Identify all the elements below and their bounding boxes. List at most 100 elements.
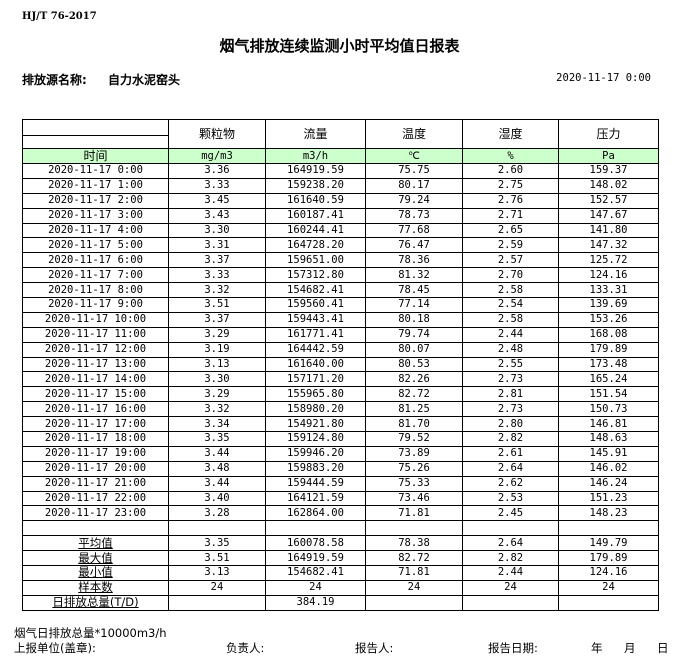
table-row: 2020-11-17 0:00 3.36 164919.59 75.75 2.60 159… (22, 163, 659, 179)
cell-temperature: 75.75 (365, 163, 463, 179)
cell-flow: 154682.41 (265, 282, 366, 299)
cell-flow: 384.19 (265, 594, 366, 611)
cell-time: 2020-11-17 11:00 (22, 326, 169, 343)
responsible-label: 负责人: (226, 641, 265, 655)
cell-pressure: 133.31 (558, 282, 659, 299)
unit-pressure: Pa (558, 148, 659, 164)
unit-temperature: ℃ (365, 148, 463, 164)
table-row: 2020-11-17 14:00 3.30 157171.20 82.26 2.73 16… (22, 371, 659, 388)
cell-flow: 160187.41 (265, 207, 366, 224)
cell-temperature: 78.45 (365, 282, 463, 299)
unit-humidity: % (462, 148, 559, 164)
cell-humidity: 2.44 (462, 326, 559, 343)
cell-pressure: 179.89 (558, 550, 659, 567)
cell-pressure: 150.73 (558, 401, 659, 418)
cell-time: 2020-11-17 15:00 (22, 386, 169, 403)
cell-pressure: 146.02 (558, 460, 659, 477)
header-corner (22, 119, 169, 149)
cell-particulate: 3.31 (168, 237, 266, 254)
cell-humidity: 2.48 (462, 341, 559, 358)
cell-temperature: 77.68 (365, 222, 463, 239)
cell-particulate: 3.30 (168, 371, 266, 388)
cell-particulate: 3.19 (168, 341, 266, 358)
cell-pressure: 148.63 (558, 431, 659, 447)
table-row: 2020-11-17 18:00 3.35 159124.80 79.52 2.82 14… (22, 431, 659, 447)
cell-time: 2020-11-17 7:00 (22, 267, 169, 284)
cell-particulate: 3.44 (168, 445, 266, 462)
cell-humidity: 2.59 (462, 237, 559, 254)
table-row: 2020-11-17 3:00 3.43 160187.41 78.73 2.71 147… (22, 207, 659, 224)
cell-time: 2020-11-17 6:00 (22, 252, 169, 269)
cell-temperature: 76.47 (365, 237, 463, 254)
cell-time: 2020-11-17 1:00 (22, 177, 169, 194)
cell-particulate: 3.13 (168, 565, 266, 581)
cell-humidity: 2.80 (462, 416, 559, 433)
table-row: 2020-11-17 12:00 3.19 164442.59 80.07 2.48 17… (22, 341, 659, 358)
source-name: 自力水泥窑头 (108, 73, 181, 87)
cell-humidity (462, 520, 559, 537)
month-label: 月 (624, 641, 636, 655)
cell-pressure (558, 520, 659, 537)
cell-temperature: 79.52 (365, 431, 463, 447)
cell-time: 样本数 (22, 579, 169, 596)
cell-flow: 24 (265, 579, 366, 596)
cell-humidity: 2.45 (462, 505, 559, 522)
cell-time: 2020-11-17 12:00 (22, 341, 169, 358)
table-row: 2020-11-17 17:00 3.34 154921.80 81.70 2.80 14… (22, 416, 659, 433)
report-table: 颗粒物 流量 温度 湿度 压力 时间 mg/m3 m3/h ℃ % Pa 202… (22, 119, 659, 611)
cell-humidity: 2.62 (462, 475, 559, 492)
cell-flow: 162864.00 (265, 505, 366, 522)
cell-flow: 164728.20 (265, 237, 366, 254)
cell-time: 2020-11-17 19:00 (22, 445, 169, 462)
table-row: 2020-11-17 22:00 3.40 164121.59 73.46 2.53 15… (22, 490, 659, 507)
cell-temperature: 80.17 (365, 177, 463, 194)
table-row: 2020-11-17 19:00 3.44 159946.20 73.89 2.61 14… (22, 445, 659, 462)
cell-particulate: 3.35 (168, 431, 266, 447)
cell-particulate: 3.33 (168, 267, 266, 284)
summary-row: 样本数 24 24 24 24 24 (22, 579, 659, 596)
cell-particulate: 3.32 (168, 401, 266, 418)
cell-pressure: 159.37 (558, 163, 659, 179)
cell-flow: 159883.20 (265, 460, 366, 477)
cell-particulate: 3.28 (168, 505, 266, 522)
cell-temperature (365, 594, 463, 611)
cell-humidity: 2.61 (462, 445, 559, 462)
source-label: 排放源名称: (22, 73, 87, 87)
cell-temperature: 79.74 (365, 326, 463, 343)
cell-humidity: 2.65 (462, 222, 559, 239)
cell-temperature: 78.73 (365, 207, 463, 224)
cell-flow: 164121.59 (265, 490, 366, 507)
table-row: 2020-11-17 11:00 3.29 161771.41 79.74 2.44 16… (22, 326, 659, 343)
cell-flow: 159444.59 (265, 475, 366, 492)
cell-particulate: 3.51 (168, 297, 266, 313)
cell-flow: 157171.20 (265, 371, 366, 388)
cell-flow: 159238.20 (265, 177, 366, 194)
cell-humidity: 2.60 (462, 163, 559, 179)
cell-particulate: 3.45 (168, 192, 266, 209)
unit-flow: m3/h (265, 148, 366, 164)
cell-flow: 159946.20 (265, 445, 366, 462)
header-time: 时间 (22, 148, 169, 164)
cell-particulate: 3.29 (168, 386, 266, 403)
cell-time: 2020-11-17 21:00 (22, 475, 169, 492)
header-humidity: 湿度 (462, 119, 559, 149)
cell-time: 2020-11-17 23:00 (22, 505, 169, 522)
header-pressure: 压力 (558, 119, 659, 149)
cell-flow: 159124.80 (265, 431, 366, 447)
table-row: 2020-11-17 9:00 3.51 159560.41 77.14 2.54 139… (22, 297, 659, 313)
reporter-label: 报告人: (355, 641, 394, 655)
cell-time: 2020-11-17 8:00 (22, 282, 169, 299)
cell-time: 平均值 (22, 535, 169, 552)
cell-humidity: 2.82 (462, 431, 559, 447)
cell-temperature: 71.81 (365, 565, 463, 581)
cell-particulate (168, 594, 266, 611)
cell-pressure: 149.79 (558, 535, 659, 552)
cell-humidity: 2.70 (462, 267, 559, 284)
cell-temperature: 81.32 (365, 267, 463, 284)
cell-time: 2020-11-17 17:00 (22, 416, 169, 433)
cell-temperature: 81.25 (365, 401, 463, 418)
table-row: 2020-11-17 21:00 3.44 159444.59 75.33 2.62 14… (22, 475, 659, 492)
cell-particulate (168, 520, 266, 537)
cell-particulate: 3.40 (168, 490, 266, 507)
cell-humidity: 2.58 (462, 311, 559, 328)
